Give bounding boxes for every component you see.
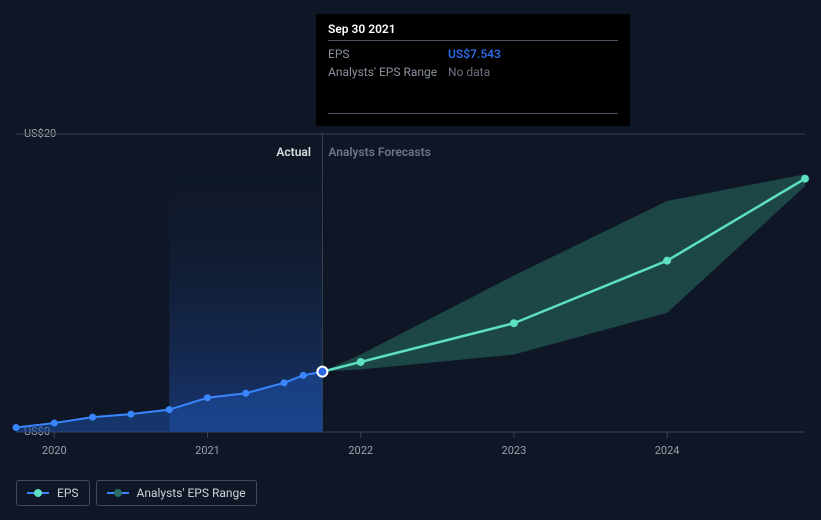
x-tick-2023: 2023 bbox=[502, 444, 527, 457]
x-tick-2020: 2020 bbox=[42, 444, 67, 457]
x-tick-2024: 2024 bbox=[655, 444, 680, 457]
legend-swatch-eps bbox=[27, 488, 49, 498]
tooltip-range-value: No data bbox=[448, 63, 490, 81]
tooltip-date: Sep 30 2021 bbox=[328, 22, 618, 36]
eps-chart-panel: { "chart": { "type": "line", "width": 82… bbox=[0, 0, 821, 520]
legend-label-eps: EPS bbox=[57, 486, 79, 500]
x-tick-2021: 2021 bbox=[195, 444, 220, 457]
chart-tooltip: Sep 30 2021 EPS US$7.543 Analysts' EPS R… bbox=[316, 14, 630, 126]
chart-legend: EPS Analysts' EPS Range bbox=[16, 480, 257, 506]
x-tick-2022: 2022 bbox=[348, 444, 373, 457]
legend-swatch-range bbox=[107, 488, 129, 498]
tooltip-range-label: Analysts' EPS Range bbox=[328, 63, 448, 81]
legend-item-eps[interactable]: EPS bbox=[16, 480, 90, 506]
legend-label-range: Analysts' EPS Range bbox=[137, 486, 246, 500]
legend-item-range[interactable]: Analysts' EPS Range bbox=[96, 480, 257, 506]
tooltip-eps-label: EPS bbox=[328, 45, 448, 63]
tooltip-eps-value: US$7.543 bbox=[448, 45, 501, 63]
